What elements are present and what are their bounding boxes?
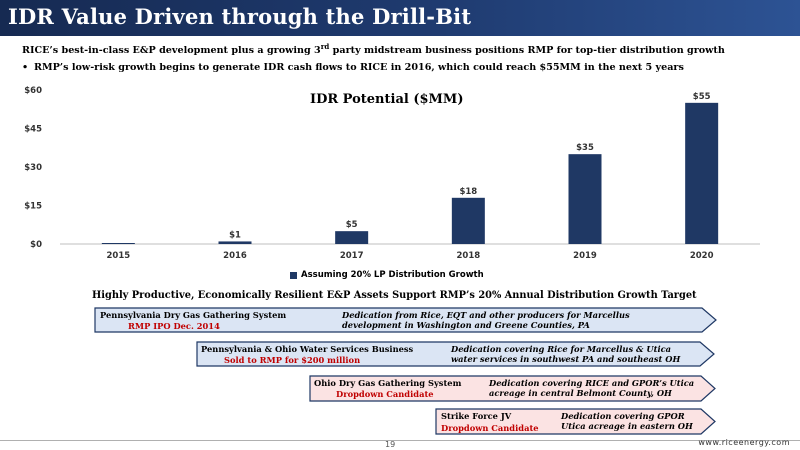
asset-name: Ohio Dry Gas Gathering System	[314, 378, 462, 388]
bar-2017	[335, 231, 369, 244]
bar-2018	[451, 197, 485, 244]
x-tick-label-2019: 2019	[573, 251, 597, 261]
chart-legend: Assuming 20% LP Distribution Growth	[290, 270, 484, 280]
data-label-2016: $1	[229, 230, 241, 240]
bar-2016	[218, 241, 252, 244]
y-tick-label: $60	[24, 86, 42, 96]
asset-status: RMP IPO Dec. 2014	[128, 321, 220, 331]
bar-2020	[685, 102, 719, 244]
asset-desc-1: Dedication covering RICE and GPOR’s Utic…	[489, 378, 695, 388]
title-bar: IDR Value Driven through the Drill-Bit	[0, 0, 800, 36]
legend-label: Assuming 20% LP Distribution Growth	[301, 270, 484, 280]
arrow-shape	[196, 341, 715, 367]
asset-arrow-pa-gathering: Pennsylvania Dry Gas Gathering System RM…	[94, 307, 718, 333]
y-tick-label: $0	[30, 240, 42, 250]
asset-arrow-water-services: Pennsylvania & Ohio Water Services Busin…	[196, 341, 716, 367]
asset-desc-1: Dedication from Rice, EQT and other prod…	[342, 310, 630, 320]
asset-arrow-ohio-gathering: Ohio Dry Gas Gathering System Dropdown C…	[309, 375, 717, 402]
asset-desc-2: acreage in central Belmont County, OH	[489, 388, 672, 398]
intro-pre: RICE’s best-in-class E&P development plu…	[22, 45, 321, 57]
idr-bar-chart: $0 $15 $30 $45 $60 2015 $1 2016 $5 2017 $18 2018 $35…	[24, 86, 760, 261]
asset-name: Pennsylvania Dry Gas Gathering System	[100, 310, 287, 320]
footer-divider	[0, 440, 800, 441]
chart-title: IDR Potential ($MM)	[310, 92, 464, 107]
y-tick-label: $15	[24, 202, 42, 212]
arrow-shape	[94, 307, 717, 333]
website-url: www.riceenergy.com	[698, 438, 790, 447]
asset-name: Strike Force JV	[441, 411, 512, 421]
asset-status: Sold to RMP for $200 million	[224, 355, 361, 365]
section-heading: Highly Productive, Economically Resilien…	[92, 290, 697, 301]
arrow-shape	[435, 408, 716, 435]
asset-arrow-strike-force: Strike Force JV Dropdown Candidate Dedic…	[435, 408, 717, 435]
x-tick-label-2020: 2020	[690, 251, 714, 261]
data-label-2020: $55	[693, 92, 711, 102]
y-tick-label: $45	[24, 125, 42, 135]
data-label-2018: $18	[459, 187, 477, 197]
page-number: 19	[385, 440, 396, 449]
arrow-shape	[309, 375, 716, 402]
asset-desc-2: development in Washington and Greene Cou…	[342, 320, 590, 330]
asset-desc-2: water services in southwest PA and south…	[451, 354, 681, 364]
intro-text: RICE’s best-in-class E&P development plu…	[22, 40, 792, 75]
slide-title: IDR Value Driven through the Drill-Bit	[8, 4, 472, 29]
x-tick-label-2016: 2016	[223, 251, 247, 261]
x-tick-label-2015: 2015	[106, 251, 130, 261]
legend-swatch	[290, 271, 297, 279]
intro-bullet: RMP’s low-risk growth begins to generate…	[22, 61, 792, 75]
asset-desc-1: Dedication covering Rice for Marcellus &…	[451, 344, 672, 354]
asset-desc-2: Utica acreage in eastern OH	[561, 421, 693, 431]
bar-2015	[101, 243, 135, 244]
asset-status: Dropdown Candidate	[441, 423, 539, 433]
intro-sup: rd	[320, 42, 330, 51]
x-tick-label-2017: 2017	[340, 251, 364, 261]
y-tick-label: $30	[24, 163, 42, 173]
intro-post: party midstream business positions RMP f…	[329, 45, 725, 57]
asset-desc-1: Dedication covering GPOR	[561, 411, 685, 421]
data-label-2017: $5	[346, 220, 358, 230]
intro-line: RICE’s best-in-class E&P development plu…	[22, 40, 792, 58]
asset-name: Pennsylvania & Ohio Water Services Busin…	[201, 344, 414, 354]
bar-2019	[568, 154, 602, 244]
x-tick-label-2018: 2018	[456, 251, 480, 261]
asset-status: Dropdown Candidate	[336, 389, 434, 399]
data-label-2019: $35	[576, 143, 594, 153]
